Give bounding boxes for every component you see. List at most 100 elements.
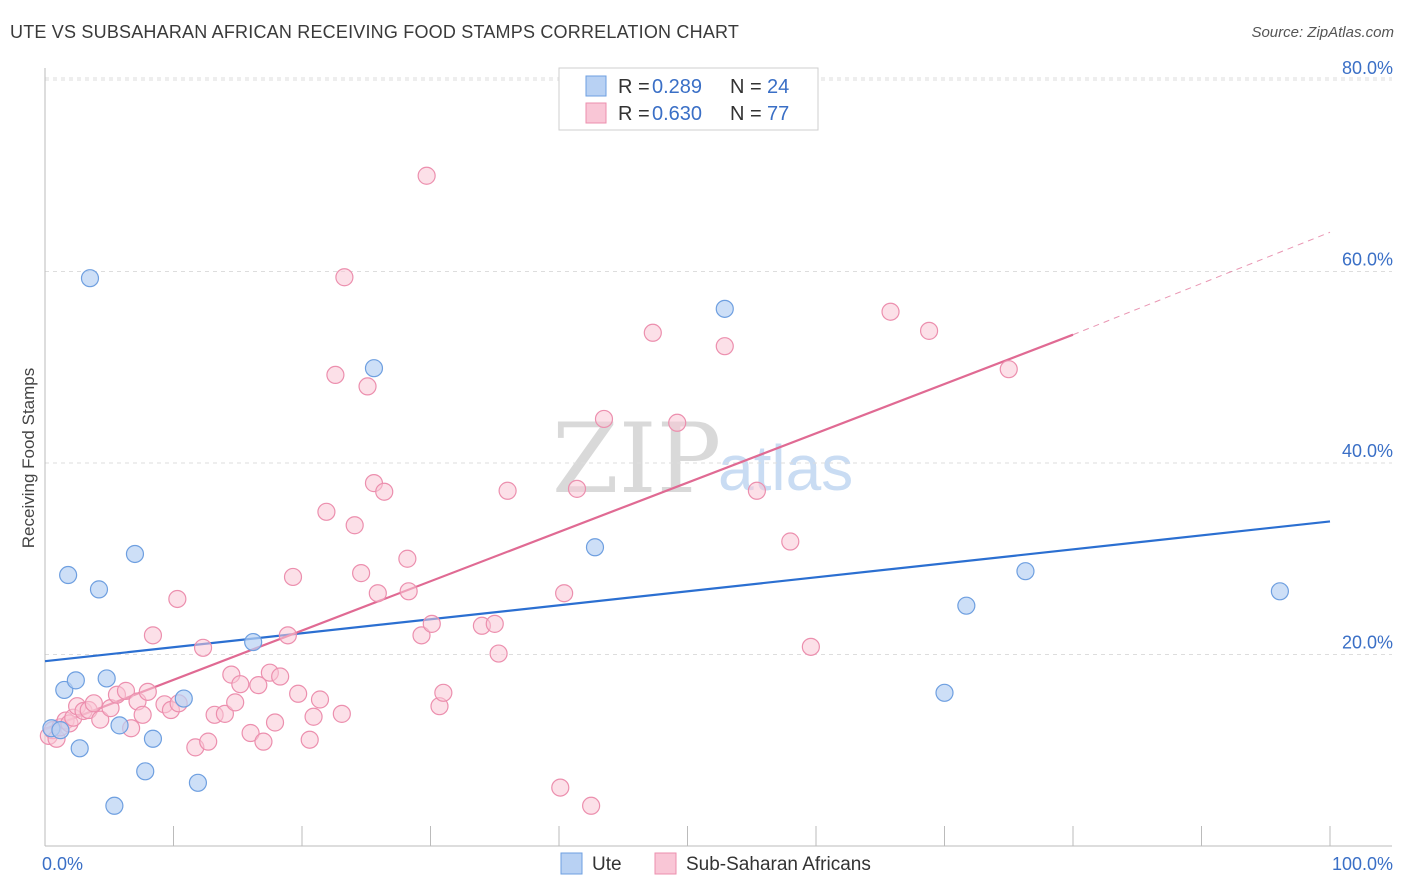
ssa-point: [231, 675, 250, 694]
ute-point: [1016, 562, 1035, 581]
ssa-point: [747, 481, 766, 500]
chart-title: UTE VS SUBSAHARAN AFRICAN RECEIVING FOOD…: [10, 22, 740, 42]
ssa-point: [881, 302, 900, 321]
ssa-point: [143, 626, 163, 645]
ssa-point: [551, 778, 570, 797]
bottom-legend-swatch-ssa: [654, 852, 677, 875]
ssa-point: [801, 637, 820, 656]
ssa-point: [643, 323, 662, 342]
ssa-point: [304, 707, 323, 726]
ssa-point: [133, 705, 152, 724]
legend-swatch-ssa: [585, 102, 607, 124]
ssa-point: [715, 337, 734, 356]
ute-point: [66, 671, 85, 690]
ute-point: [51, 721, 70, 740]
y-tick-label-80: 80.0%: [1342, 58, 1393, 78]
bottom-legend-label-ssa: Sub-Saharan Africans: [686, 854, 871, 875]
gridlines: [45, 77, 1392, 655]
ssa-point: [193, 638, 213, 657]
axes: [44, 68, 1392, 847]
watermark-atlas: atlas: [718, 432, 853, 504]
ssa-point: [434, 683, 453, 702]
ssa-point: [567, 479, 587, 498]
ute-point: [244, 632, 263, 652]
ute-point: [70, 739, 89, 758]
ute-trend-line: [44, 520, 1331, 663]
ssa-point: [317, 502, 336, 521]
watermark-zip: ZIP: [552, 403, 721, 515]
ssa-point: [335, 268, 354, 287]
ute-point: [125, 544, 145, 564]
y-axis-label: Receiving Food Stamps: [19, 368, 38, 548]
ssa-point: [271, 667, 290, 686]
ssa-point: [398, 549, 417, 568]
ute-point: [80, 269, 100, 288]
legend-r-value-ute: 0.289: [652, 76, 702, 98]
ssa-point: [278, 626, 297, 645]
ssa-point: [168, 589, 187, 609]
y-tick-label-20: 20.0%: [1342, 633, 1393, 653]
ssa-point: [300, 730, 319, 749]
ssa-point: [489, 644, 508, 663]
ssa-point: [555, 584, 574, 603]
ute-point: [136, 762, 155, 781]
ute-point: [715, 299, 734, 318]
ssa-point: [138, 682, 157, 701]
ute-point: [89, 580, 109, 599]
ssa-point: [417, 166, 436, 185]
ssa-point: [241, 723, 260, 743]
ute-point: [97, 669, 116, 688]
legend-swatch-ute: [585, 75, 607, 97]
ssa-point: [332, 704, 351, 723]
ssa-point: [249, 676, 268, 695]
y-tick-label-40: 40.0%: [1342, 441, 1393, 461]
ssa-point: [289, 684, 308, 703]
ssa-point: [358, 377, 377, 396]
ssa-point: [485, 614, 504, 633]
series-legend: Ute Sub-Saharan Africans: [560, 852, 871, 875]
ssa-point: [368, 584, 387, 603]
ssa-point: [352, 564, 371, 583]
ute-point: [585, 538, 605, 557]
ssa-point: [345, 516, 364, 535]
ssa-point: [310, 690, 330, 709]
y-tick-label-60: 60.0%: [1342, 250, 1393, 270]
ute-point: [105, 796, 124, 815]
ssa-point: [84, 694, 103, 713]
ssa-trend-line: [44, 333, 1074, 731]
x-tick-label-100: 100.0%: [1332, 854, 1393, 874]
ssa-point: [594, 409, 614, 429]
bottom-legend-label-ute: Ute: [592, 854, 622, 875]
ssa-point: [375, 482, 394, 501]
ssa-point: [422, 614, 441, 633]
ssa-point: [999, 360, 1018, 379]
ssa-points: [39, 166, 1018, 815]
ssa-point: [116, 681, 136, 700]
legend-n-value-ute: 24: [767, 76, 789, 98]
ssa-point: [498, 481, 517, 500]
ute-point: [364, 359, 384, 378]
legend-n-label-ute: N =: [730, 76, 762, 98]
ute-points: [42, 269, 1289, 815]
ute-point: [957, 596, 976, 615]
y-tick-labels: 20.0% 40.0% 60.0% 80.0%: [1342, 58, 1393, 653]
ssa-point: [326, 365, 345, 385]
ssa-point: [254, 732, 273, 751]
ssa-point: [283, 567, 303, 587]
x-tick-label-0: 0.0%: [42, 854, 83, 874]
bottom-legend-swatch-ute: [560, 852, 583, 875]
ute-point: [110, 716, 129, 735]
ssa-point: [582, 796, 601, 815]
ssa-point: [919, 321, 939, 340]
source-credit: Source: ZipAtlas.com: [1251, 24, 1394, 41]
legend-r-label-ute: R =: [618, 76, 650, 98]
ute-point: [143, 729, 163, 748]
ssa-point: [265, 713, 285, 732]
ssa-trend-extension: [1072, 231, 1331, 336]
ute-point: [935, 683, 954, 702]
ute-point: [174, 689, 193, 708]
legend-n-label-ssa: N =: [730, 103, 762, 125]
correlation-legend: R = 0.289 N = 24 R = 0.630 N = 77: [558, 67, 819, 131]
x-tick-labels: 0.0% 100.0%: [42, 854, 1393, 874]
